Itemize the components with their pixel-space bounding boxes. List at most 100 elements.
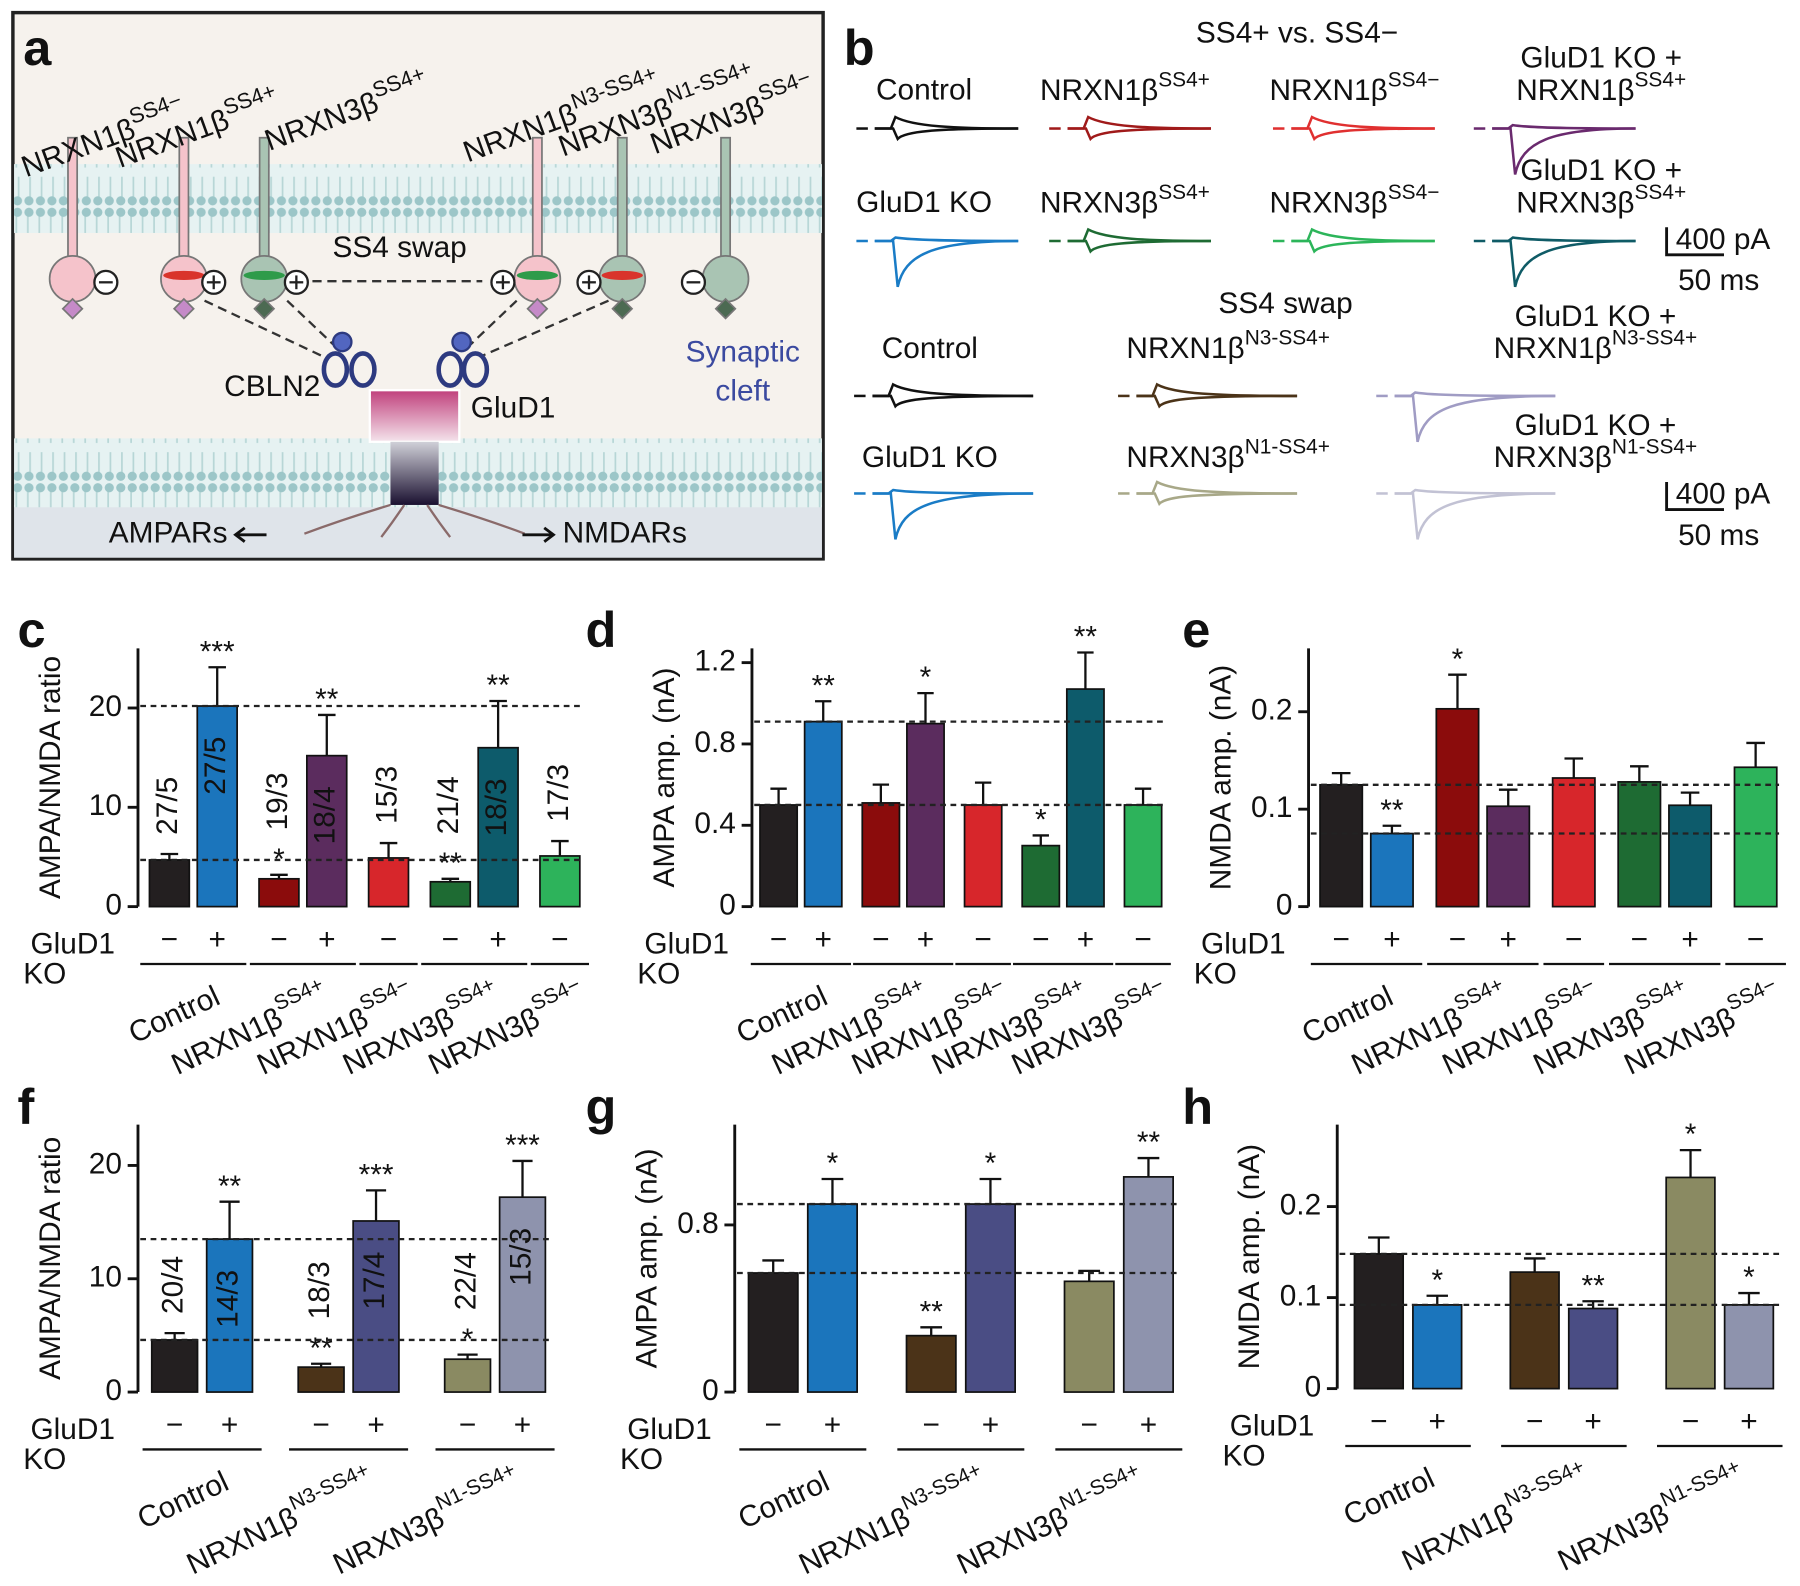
ko-sign: +	[208, 923, 225, 956]
bar	[205, 1238, 254, 1393]
y-tick-label: 0.2	[1280, 1188, 1321, 1221]
bar	[429, 880, 472, 908]
row-label: KO	[1222, 1439, 1265, 1472]
trace	[1272, 115, 1435, 142]
trace-ampa	[1067, 239, 1212, 254]
charge-signs	[93, 269, 707, 295]
bar	[759, 804, 799, 908]
bar	[1668, 804, 1713, 908]
trace-label: NRXN3βSS4+	[1516, 180, 1686, 219]
trace-ampa	[1291, 127, 1435, 142]
row-label: KO	[637, 957, 680, 990]
ko-sign: +	[1681, 923, 1698, 956]
panel-label: g	[586, 1078, 617, 1135]
n-label: 18/3	[480, 778, 513, 836]
bar	[1733, 766, 1778, 908]
ko-sign: −	[1032, 923, 1049, 956]
nmdar-label: NMDARs	[563, 517, 687, 550]
bar	[963, 804, 1003, 908]
label-sup: SS4−	[356, 972, 413, 1015]
trace	[1376, 488, 1556, 540]
label-sup: SS4+	[270, 972, 327, 1015]
n-label: 15/3	[504, 1228, 537, 1286]
bar	[1063, 1280, 1115, 1393]
n-label: 18/4	[309, 786, 342, 844]
row-label: GluD1	[30, 928, 115, 961]
bar	[305, 754, 348, 908]
trace-ampa	[872, 394, 1034, 409]
bar	[861, 802, 901, 908]
label-base: NRXN1β	[1516, 74, 1634, 107]
trace	[854, 488, 1034, 540]
bar	[1353, 1253, 1405, 1390]
scale-bar	[1665, 481, 1724, 511]
ko-sign: +	[824, 1408, 841, 1441]
ko-sign: −	[770, 923, 787, 956]
ko-sign: −	[872, 923, 889, 956]
label-sup: N3-SS4+	[1501, 1454, 1588, 1511]
group-label: Control	[133, 1465, 234, 1536]
bar	[747, 1272, 799, 1393]
ko-sign: −	[270, 923, 287, 956]
scale-label: 50 ms	[1678, 519, 1759, 552]
bar	[352, 1220, 400, 1393]
cbln2	[321, 331, 490, 388]
significance: **	[812, 669, 836, 702]
label-sup: N3-SS4+	[1612, 326, 1697, 349]
scale-label: 50 ms	[1678, 264, 1759, 297]
bar	[258, 877, 300, 908]
y-tick-label: 10	[89, 789, 122, 822]
y-tick-label: 0	[105, 1374, 122, 1407]
row-label: GluD1	[644, 928, 729, 961]
trace	[1118, 382, 1298, 409]
trace-section-title: SS4+ vs. SS4−	[1196, 16, 1398, 49]
bar	[906, 722, 945, 908]
cbln2-label: CBLN2	[224, 370, 320, 403]
label-base: NRXN1β	[1126, 332, 1244, 365]
ko-sign: −	[459, 1408, 476, 1441]
ko-sign: −	[764, 1408, 781, 1441]
significance: *	[1452, 643, 1464, 676]
bar	[1665, 1176, 1716, 1390]
ko-sign: −	[922, 1408, 939, 1441]
trace-nmda	[1067, 227, 1212, 243]
label-sup: SS4+	[871, 972, 928, 1015]
bar	[443, 1358, 492, 1393]
bar	[1509, 1271, 1560, 1390]
label-base: NRXN3β	[1269, 186, 1387, 219]
panel-label: f	[17, 1078, 34, 1135]
label-sup: SS4−	[1723, 972, 1780, 1015]
y-axis-label: AMPA/NMDA ratio	[34, 656, 67, 899]
bar	[148, 859, 191, 908]
row-label: KO	[620, 1443, 663, 1476]
trace-label: Control	[876, 74, 972, 107]
label-base: NRXN3β	[1126, 441, 1244, 474]
significance: **	[487, 669, 511, 702]
label-sup: N1-SS4+	[1245, 435, 1330, 458]
label-sup: N3-SS4+	[898, 1458, 985, 1515]
y-tick-label: 0	[1305, 1370, 1322, 1403]
significance: **	[920, 1295, 944, 1328]
y-tick-label: 10	[89, 1261, 122, 1294]
label-sup: SS4+	[1450, 972, 1507, 1015]
significance: **	[1074, 621, 1098, 654]
trace-label: NRXN3βN1-SS4+	[1494, 435, 1698, 474]
significance: *	[1035, 804, 1047, 837]
significance: *	[920, 661, 932, 694]
trace-label: GluD1 KO +	[1520, 154, 1682, 187]
n-label: 14/3	[211, 1270, 244, 1328]
significance: **	[315, 683, 339, 716]
bar	[1021, 844, 1061, 908]
significance: **	[439, 847, 463, 880]
bar	[803, 720, 843, 908]
ko-sign: −	[380, 923, 397, 956]
trace	[856, 115, 1019, 142]
trace-label: NRXN3βN1-SS4+	[1126, 435, 1330, 474]
membrane	[14, 164, 822, 233]
ko-sign: +	[1740, 1405, 1757, 1438]
significance: **	[310, 1332, 334, 1365]
trace-ampa	[874, 239, 1019, 288]
y-tick-label: 20	[89, 690, 122, 723]
significance: **	[1582, 1269, 1606, 1302]
trace	[1473, 236, 1636, 288]
